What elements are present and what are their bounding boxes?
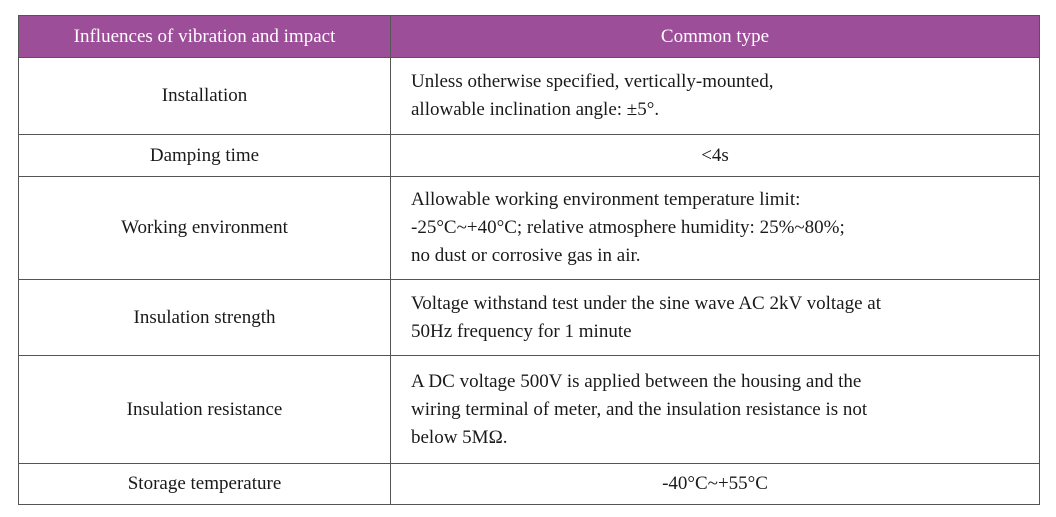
row-value: Voltage withstand test under the sine wa… [390, 279, 1040, 356]
value-line: wiring terminal of meter, and the insula… [411, 398, 868, 420]
row-value: Allowable working environment temperatur… [390, 176, 1040, 280]
table-row: Damping time <4s [18, 134, 1040, 177]
value-line: A DC voltage 500V is applied between the… [411, 370, 862, 392]
row-value: Unless otherwise specified, vertically-m… [390, 57, 1040, 135]
value-line: <4s [701, 144, 729, 166]
header-cell: Common type [390, 15, 1040, 58]
value-line: Unless otherwise specified, vertically-m… [411, 71, 774, 92]
row-label: Insulation resistance [18, 355, 391, 464]
table-row: Insulation resistance A DC voltage 500V i… [18, 355, 1040, 464]
value-line: 50Hz frequency for 1 minute [411, 320, 632, 342]
value-line: Allowable working environment temperatur… [411, 189, 801, 210]
row-label: Installation [18, 57, 391, 135]
row-value: -40°C~+55°C [390, 463, 1040, 505]
table-row: Working environment Allowable working env… [18, 176, 1040, 280]
header-row: Influences of vibration and impact Commo… [18, 15, 1040, 58]
table-row: Installation Unless otherwise specified, … [18, 57, 1040, 135]
header-cell: Influences of vibration and impact [18, 15, 391, 58]
row-value: A DC voltage 500V is applied between the… [390, 355, 1040, 464]
value-line: -25°C~+40°C; relative atmosphere humidit… [411, 217, 845, 238]
value-line: -40°C~+55°C [662, 473, 768, 494]
row-label: Working environment [18, 176, 391, 280]
value-line: allowable inclination angle: ±5°. [411, 99, 660, 120]
value-line: below 5MΩ. [411, 426, 508, 448]
table-row: Insulation strength Voltage withstand tes… [18, 279, 1040, 356]
value-line: Voltage withstand test under the sine wa… [411, 292, 881, 314]
table-row: Storage temperature -40°C~+55°C [18, 463, 1040, 505]
row-value: <4s [390, 134, 1040, 177]
value-line: no dust or corrosive gas in air. [411, 245, 641, 266]
spec-table: Influences of vibration and impact Commo… [18, 15, 1040, 505]
row-label: Storage temperature [18, 463, 391, 505]
row-label: Insulation strength [18, 279, 391, 356]
row-label: Damping time [18, 134, 391, 177]
